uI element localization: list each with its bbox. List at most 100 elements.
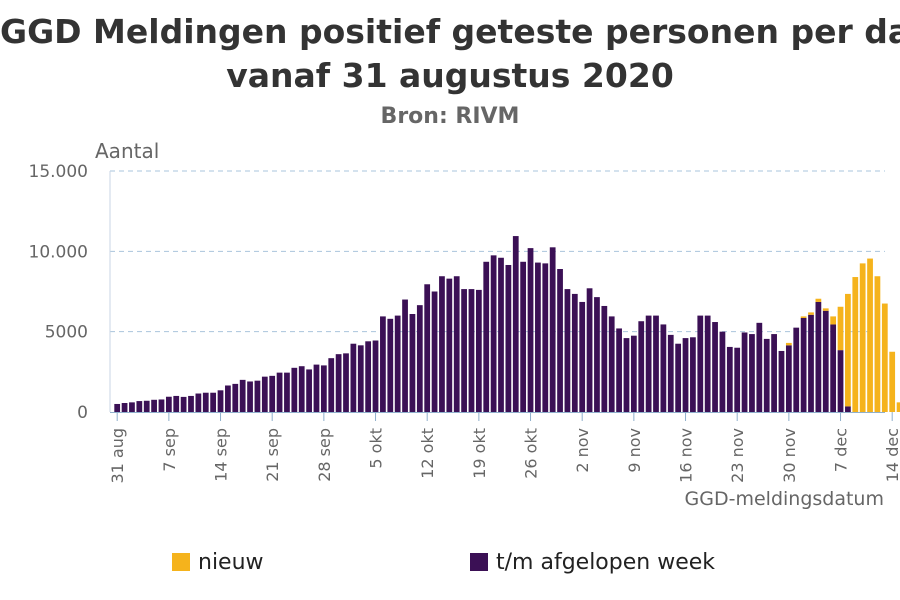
bar-afgelopen-week[interactable] <box>173 395 180 412</box>
bar-afgelopen-week[interactable] <box>808 314 814 412</box>
bar-afgelopen-week[interactable] <box>254 380 261 412</box>
bar-afgelopen-week[interactable] <box>520 261 527 412</box>
bar-afgelopen-week[interactable] <box>461 289 467 412</box>
bar-afgelopen-week[interactable] <box>741 332 748 412</box>
bar-afgelopen-week[interactable] <box>527 248 534 412</box>
bar-afgelopen-week[interactable] <box>114 403 121 412</box>
bar-afgelopen-week[interactable] <box>726 346 733 412</box>
bar-afgelopen-week[interactable] <box>800 318 807 412</box>
bar-afgelopen-week[interactable] <box>276 372 283 412</box>
bar-afgelopen-week[interactable] <box>365 341 372 412</box>
bar-afgelopen-week[interactable] <box>129 402 135 412</box>
bar-afgelopen-week[interactable] <box>564 289 571 412</box>
bar-afgelopen-week[interactable] <box>579 301 586 412</box>
legend-item-nieuw[interactable]: nieuw <box>172 548 264 576</box>
bar-nieuw[interactable] <box>874 276 881 412</box>
bar-afgelopen-week[interactable] <box>697 315 704 412</box>
bar-afgelopen-week[interactable] <box>763 338 770 412</box>
bar-afgelopen-week[interactable] <box>660 324 667 412</box>
bar-afgelopen-week[interactable] <box>542 263 549 412</box>
bar-afgelopen-week[interactable] <box>439 276 445 412</box>
bar-afgelopen-week[interactable] <box>416 305 423 412</box>
bar-nieuw[interactable] <box>830 316 837 325</box>
bar-nieuw[interactable] <box>896 402 900 412</box>
bar-afgelopen-week[interactable] <box>498 257 504 412</box>
bar-nieuw[interactable] <box>822 308 829 311</box>
bar-afgelopen-week[interactable] <box>571 293 578 412</box>
bar-afgelopen-week[interactable] <box>210 392 217 412</box>
bar-afgelopen-week[interactable] <box>394 315 401 412</box>
bar-afgelopen-week[interactable] <box>586 288 593 412</box>
bar-afgelopen-week[interactable] <box>409 313 416 412</box>
bar-afgelopen-week[interactable] <box>247 381 253 412</box>
bar-afgelopen-week[interactable] <box>328 358 335 412</box>
bar-afgelopen-week[interactable] <box>601 305 608 412</box>
bar-afgelopen-week[interactable] <box>690 337 696 412</box>
bar-afgelopen-week[interactable] <box>380 316 386 412</box>
bar-afgelopen-week[interactable] <box>306 369 312 412</box>
bar-afgelopen-week[interactable] <box>490 255 497 412</box>
bar-afgelopen-week[interactable] <box>630 335 637 412</box>
bar-afgelopen-week[interactable] <box>557 269 563 412</box>
bar-afgelopen-week[interactable] <box>357 345 364 412</box>
bar-nieuw[interactable] <box>785 342 792 346</box>
bar-afgelopen-week[interactable] <box>645 315 652 412</box>
bar-afgelopen-week[interactable] <box>594 297 600 412</box>
bar-afgelopen-week[interactable] <box>793 327 800 412</box>
bar-afgelopen-week[interactable] <box>232 383 239 412</box>
bar-afgelopen-week[interactable] <box>165 396 172 412</box>
bar-nieuw[interactable] <box>837 306 844 351</box>
bar-afgelopen-week[interactable] <box>424 284 431 412</box>
bar-afgelopen-week[interactable] <box>682 338 689 412</box>
bar-afgelopen-week[interactable] <box>261 376 268 412</box>
bar-afgelopen-week[interactable] <box>402 299 408 412</box>
bar-afgelopen-week[interactable] <box>837 350 844 412</box>
bar-afgelopen-week[interactable] <box>483 261 490 412</box>
bar-afgelopen-week[interactable] <box>734 347 741 412</box>
bar-afgelopen-week[interactable] <box>505 264 512 412</box>
bar-afgelopen-week[interactable] <box>372 340 379 412</box>
bar-nieuw[interactable] <box>867 258 873 412</box>
bar-afgelopen-week[interactable] <box>121 403 128 412</box>
bar-afgelopen-week[interactable] <box>712 322 718 412</box>
bar-afgelopen-week[interactable] <box>468 289 475 412</box>
bar-afgelopen-week[interactable] <box>335 354 342 412</box>
bar-afgelopen-week[interactable] <box>202 392 209 412</box>
bar-afgelopen-week[interactable] <box>446 278 453 412</box>
bar-afgelopen-week[interactable] <box>350 343 357 412</box>
bar-afgelopen-week[interactable] <box>608 316 615 412</box>
bar-afgelopen-week[interactable] <box>195 393 202 412</box>
bar-afgelopen-week[interactable] <box>225 385 231 412</box>
bar-afgelopen-week[interactable] <box>136 401 143 412</box>
bar-afgelopen-week[interactable] <box>298 366 305 412</box>
bar-afgelopen-week[interactable] <box>830 324 837 412</box>
bar-afgelopen-week[interactable] <box>387 318 394 412</box>
bar-afgelopen-week[interactable] <box>845 406 851 412</box>
bar-afgelopen-week[interactable] <box>638 321 645 412</box>
bar-afgelopen-week[interactable] <box>269 375 276 412</box>
bar-afgelopen-week[interactable] <box>653 315 659 412</box>
bar-afgelopen-week[interactable] <box>284 372 290 412</box>
bar-afgelopen-week[interactable] <box>143 400 150 412</box>
bar-afgelopen-week[interactable] <box>756 322 763 412</box>
bar-afgelopen-week[interactable] <box>313 364 320 412</box>
bar-afgelopen-week[interactable] <box>535 262 541 412</box>
bar-afgelopen-week[interactable] <box>667 334 674 412</box>
bar-nieuw[interactable] <box>881 303 888 412</box>
bar-afgelopen-week[interactable] <box>815 301 822 412</box>
bar-afgelopen-week[interactable] <box>778 350 785 412</box>
bar-afgelopen-week[interactable] <box>431 291 438 413</box>
bar-afgelopen-week[interactable] <box>475 289 482 412</box>
bar-afgelopen-week[interactable] <box>623 338 630 412</box>
bar-afgelopen-week[interactable] <box>771 334 777 412</box>
bar-afgelopen-week[interactable] <box>291 367 298 412</box>
bar-afgelopen-week[interactable] <box>151 399 157 412</box>
bar-afgelopen-week[interactable] <box>239 379 246 412</box>
bar-nieuw[interactable] <box>889 351 896 412</box>
bar-afgelopen-week[interactable] <box>512 236 519 412</box>
bar-afgelopen-week[interactable] <box>616 328 622 412</box>
bar-afgelopen-week[interactable] <box>719 331 726 412</box>
legend-item-afgelopen-week[interactable]: t/m afgelopen week <box>470 548 715 576</box>
bar-afgelopen-week[interactable] <box>749 334 755 412</box>
bar-afgelopen-week[interactable] <box>822 310 829 412</box>
